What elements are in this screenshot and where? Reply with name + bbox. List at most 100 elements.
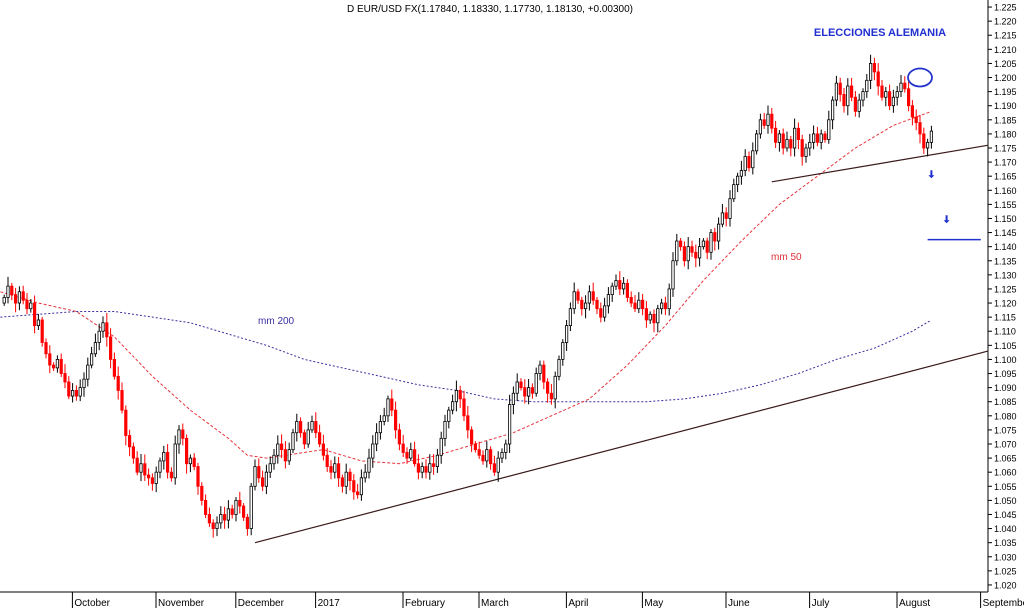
candle [910, 100, 915, 126]
candle-body [454, 390, 459, 403]
candle [694, 244, 698, 268]
candle-body [922, 133, 926, 149]
candle [162, 445, 166, 470]
candle-body [568, 308, 573, 326]
x-tick-label: July [812, 598, 830, 608]
candle [283, 441, 288, 469]
candle [587, 285, 592, 311]
candle [416, 454, 421, 480]
candle [109, 328, 113, 369]
candle-body [36, 319, 41, 327]
candle-body [279, 443, 284, 451]
candle [884, 86, 888, 107]
y-tick-label: 1.070 [994, 440, 1017, 450]
candle-body [120, 390, 124, 411]
candle [211, 519, 215, 538]
candle [568, 302, 573, 332]
candle-body [439, 437, 443, 456]
candle [732, 178, 736, 202]
candle [355, 483, 360, 499]
candle [507, 394, 512, 453]
candle [770, 107, 774, 134]
candle-body [899, 82, 903, 93]
candle [454, 380, 459, 412]
candle-body [245, 516, 249, 529]
y-tick-label: 1.120 [994, 299, 1017, 309]
candle [306, 421, 310, 448]
candle-body [595, 299, 599, 310]
y-tick-label: 1.065 [994, 454, 1017, 464]
candle-body [717, 223, 721, 242]
candle-body [527, 387, 531, 397]
candle [188, 454, 192, 473]
candle [736, 172, 740, 193]
candle-body [207, 514, 211, 524]
x-tick-label: 2017 [318, 598, 341, 608]
candle-body [686, 246, 690, 262]
candle [93, 333, 97, 357]
candle-body [393, 409, 398, 431]
candle-body [93, 342, 97, 355]
candle-body [842, 94, 846, 107]
y-tick-label: 1.075 [994, 425, 1017, 435]
candle [812, 125, 816, 150]
candle [804, 143, 808, 163]
candle-body [804, 147, 808, 157]
candle [572, 282, 576, 314]
candle [595, 297, 599, 315]
candle-body [234, 499, 238, 515]
trendlines-layer [254, 144, 989, 544]
y-tick-label: 1.040 [994, 524, 1017, 534]
candle [86, 357, 90, 387]
candle-body [523, 387, 527, 397]
y-tick-label: 1.145 [994, 228, 1017, 238]
candle-body [895, 91, 899, 98]
candle [59, 353, 63, 377]
candle [538, 360, 542, 381]
candle-body [257, 466, 261, 479]
candle-body [641, 299, 645, 310]
candle-body [420, 466, 424, 473]
candle-body [458, 390, 462, 400]
candle [150, 473, 154, 491]
candle [127, 429, 132, 457]
candle [500, 448, 504, 464]
candle [713, 227, 717, 251]
candle [796, 122, 801, 150]
candle-body [317, 432, 322, 445]
candle [523, 379, 527, 404]
candle [610, 282, 614, 302]
candle-body [97, 330, 101, 343]
highlight-ellipse [907, 67, 933, 88]
candle-body [196, 466, 200, 487]
candle [861, 88, 865, 107]
candle [701, 238, 706, 250]
candle [565, 319, 569, 351]
candle-body [13, 294, 18, 304]
candle-body [276, 443, 280, 456]
candle [918, 114, 922, 144]
y-tick-label: 1.130 [994, 270, 1017, 280]
y-tick-label: 1.100 [994, 355, 1017, 365]
candle [238, 491, 242, 514]
candle-body [812, 133, 816, 143]
candle [359, 469, 364, 501]
candle-body [150, 477, 154, 484]
ma-50-line [0, 110, 932, 465]
candle [143, 454, 147, 481]
candle [207, 507, 211, 527]
x-tick-label: October [74, 598, 110, 608]
candle-body [766, 113, 770, 126]
candle [682, 241, 687, 267]
candle [412, 441, 417, 467]
candle-body [891, 96, 896, 107]
candle-body [352, 480, 356, 493]
candle [25, 292, 29, 315]
y-tick-label: 1.095 [994, 369, 1017, 379]
candle [67, 376, 71, 400]
candle-body [739, 170, 744, 177]
candle-body [815, 133, 820, 143]
y-tick-label: 1.225 [994, 3, 1017, 13]
candle-body [823, 133, 827, 140]
